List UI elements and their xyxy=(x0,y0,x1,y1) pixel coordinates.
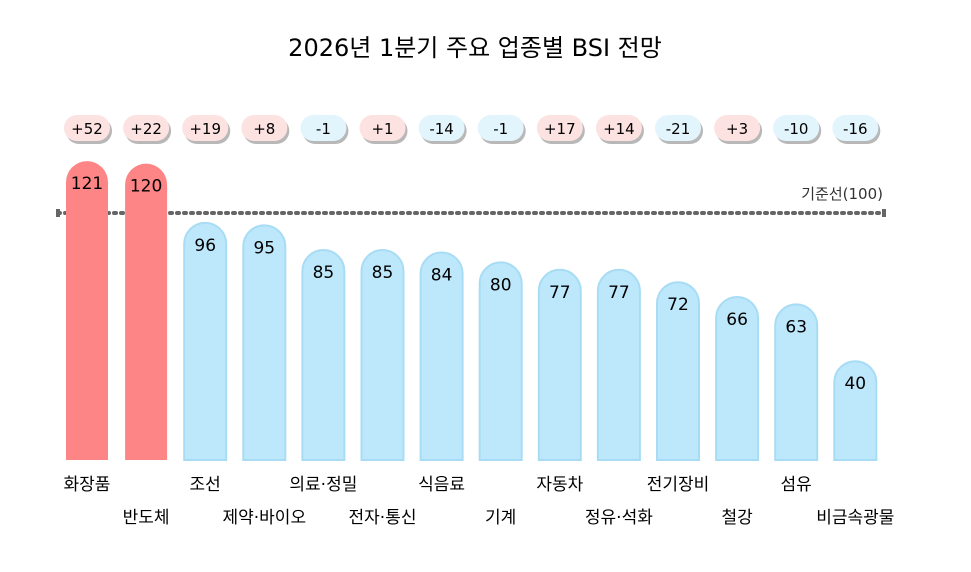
change-badge xyxy=(832,115,879,141)
bar-value-label: 66 xyxy=(726,310,748,330)
reference-line-end-cap xyxy=(882,209,886,217)
bar-13 xyxy=(774,303,819,461)
bar-value-label: 85 xyxy=(313,263,335,283)
bar-value-label: 120 xyxy=(130,177,162,197)
bar-value-label: 95 xyxy=(253,238,275,258)
change-badge xyxy=(418,115,465,141)
bar-value-label: 85 xyxy=(372,263,394,283)
bar-value-label: 40 xyxy=(844,374,866,394)
category-label: 의료·정밀 xyxy=(289,475,357,495)
category-label: 전기장비 xyxy=(647,475,710,495)
change-badge-label: +14 xyxy=(603,120,635,138)
bar-9 xyxy=(537,268,582,461)
category-label: 기계 xyxy=(485,508,516,528)
change-badge-label: -14 xyxy=(429,120,454,138)
bar-7 xyxy=(419,251,464,461)
change-badge-label: +3 xyxy=(726,120,748,138)
reference-line-group: 기준선(100) xyxy=(56,185,886,217)
change-badge-label: -10 xyxy=(784,120,809,138)
change-badge xyxy=(714,115,761,141)
bar-value-label: 96 xyxy=(194,236,216,256)
bar-1 xyxy=(66,161,108,460)
change-badge-label: +8 xyxy=(253,120,275,138)
bar-value-label: 121 xyxy=(71,174,103,194)
change-badge-label: -21 xyxy=(666,120,691,138)
change-badge xyxy=(536,115,583,141)
bar-3 xyxy=(183,221,228,461)
change-badge-label: +17 xyxy=(544,120,576,138)
category-label: 화장품 xyxy=(64,475,111,495)
change-badges: +52 +22 +19 +8 -1 +1 -14 -1 +17 +14 -21 +3 -10 -16 xyxy=(64,115,881,144)
category-label: 정유·석화 xyxy=(585,508,653,528)
bar-8 xyxy=(478,261,523,461)
change-badge-label: +19 xyxy=(189,120,221,138)
chart-title: 2026년 1분기 주요 업종별 BSI 전망 xyxy=(288,34,662,62)
category-label: 철강 xyxy=(721,508,753,528)
change-badge xyxy=(655,115,701,141)
category-label: 조선 xyxy=(190,475,221,495)
bar-10 xyxy=(596,268,641,461)
category-label: 전자·통신 xyxy=(349,508,417,528)
change-badge xyxy=(359,115,406,141)
change-badge-label: +22 xyxy=(130,120,162,138)
category-label: 반도체 xyxy=(123,508,170,528)
bar-14 xyxy=(833,360,878,461)
bar-value-label: 77 xyxy=(549,283,571,303)
bar-2 xyxy=(125,163,168,460)
bars: 121 120 96 95 85 85 84 80 77 77 72 66 63 40 xyxy=(66,161,878,461)
change-badge xyxy=(123,115,170,141)
change-badge xyxy=(300,115,347,141)
bar-11 xyxy=(656,281,700,461)
change-badge-label: -16 xyxy=(843,120,868,138)
bar-4 xyxy=(242,224,287,461)
category-label: 섬유 xyxy=(781,475,812,495)
bar-value-label: 77 xyxy=(608,283,630,303)
category-label: 비금속광물 xyxy=(816,508,894,528)
category-label: 식음료 xyxy=(418,475,465,495)
bar-value-label: 72 xyxy=(667,295,689,315)
reference-line-start-cap xyxy=(56,209,60,217)
bar-value-label: 80 xyxy=(490,275,512,295)
change-badge xyxy=(773,115,820,141)
bar-5 xyxy=(301,249,346,461)
change-badge xyxy=(241,115,288,141)
change-badge-label: +52 xyxy=(71,120,103,138)
change-badge xyxy=(595,115,642,141)
change-badge xyxy=(64,115,110,141)
change-badge xyxy=(182,115,229,141)
category-label: 제약·바이오 xyxy=(222,508,306,528)
change-badge xyxy=(477,115,524,141)
bar-value-label: 63 xyxy=(785,317,807,337)
change-badge-label: +1 xyxy=(371,120,393,138)
reference-line-label: 기준선(100) xyxy=(801,185,883,203)
category-label: 자동차 xyxy=(536,475,583,495)
change-badge-label: -1 xyxy=(316,120,331,138)
change-badge-label: -1 xyxy=(493,120,508,138)
bar-6 xyxy=(360,249,405,461)
bar-12 xyxy=(715,295,760,461)
bar-value-label: 84 xyxy=(431,266,453,286)
